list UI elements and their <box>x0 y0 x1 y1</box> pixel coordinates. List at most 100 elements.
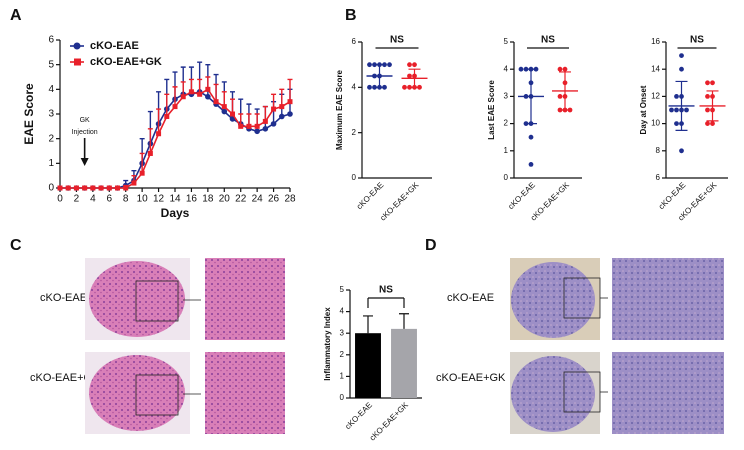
point <box>82 185 88 191</box>
sd-bar <box>525 68 537 125</box>
point <box>147 150 153 156</box>
point <box>562 66 568 72</box>
point <box>270 121 277 127</box>
point <box>674 107 679 113</box>
annotation: GK <box>80 117 90 124</box>
sd-bar <box>559 71 571 111</box>
y-tick-label: 2 <box>352 128 357 137</box>
point <box>705 121 710 126</box>
point <box>271 106 277 112</box>
y-tick-label: 10 <box>651 119 660 128</box>
panel-label: C <box>10 237 22 254</box>
point <box>387 62 392 68</box>
point <box>65 185 71 191</box>
error-bar <box>172 86 178 107</box>
point <box>367 62 372 68</box>
y-axis-label: Day at Onset <box>639 85 648 134</box>
point <box>262 126 269 132</box>
histology-image <box>612 352 724 434</box>
x-tick-label: 6 <box>107 194 113 205</box>
y-axis-label: EAE Score <box>22 83 36 145</box>
y-tick-label: 1 <box>48 158 54 169</box>
x-tick-label: 26 <box>268 194 280 205</box>
point <box>164 113 170 119</box>
x-tick-label: 14 <box>169 194 181 205</box>
point <box>221 108 228 115</box>
error-bar <box>279 88 285 107</box>
x-tick-label: 22 <box>235 194 247 205</box>
y-tick-label: 3 <box>504 92 509 101</box>
bar <box>355 333 381 398</box>
panel-label: B <box>345 7 357 24</box>
y-tick-label: 5 <box>48 59 54 70</box>
point <box>705 94 710 99</box>
point <box>705 107 710 113</box>
error-bar <box>213 83 219 102</box>
row-label: cKO-EAE+GK <box>436 372 506 384</box>
histology-images <box>85 258 724 434</box>
tissue <box>511 262 595 338</box>
point <box>139 170 145 176</box>
histology-image <box>205 352 285 434</box>
x-tick-label: 10 <box>137 194 149 205</box>
point <box>557 66 563 72</box>
point <box>278 113 285 120</box>
point <box>106 185 112 191</box>
point <box>287 111 293 117</box>
y-tick-label: 0 <box>504 173 509 182</box>
point <box>710 121 715 126</box>
y-tick-label: 5 <box>340 285 345 294</box>
y-tick-label: 12 <box>651 92 660 101</box>
x-axis-label: Days <box>161 206 190 220</box>
point <box>123 185 129 191</box>
legend-marker <box>73 42 81 50</box>
point <box>238 123 244 129</box>
error-bar <box>139 152 145 174</box>
sd-bar <box>706 90 719 122</box>
point <box>412 62 417 68</box>
ns-label: NS <box>690 35 704 46</box>
legend-marker <box>74 58 81 66</box>
point <box>528 134 534 140</box>
row-label: cKO-EAE <box>447 292 494 304</box>
inset-box <box>135 280 179 322</box>
point <box>679 148 684 154</box>
annotation-arrowhead <box>80 158 89 166</box>
x-tick-label: 2 <box>74 194 80 205</box>
panel-label: A <box>10 7 22 24</box>
point <box>287 99 293 105</box>
sd-bar <box>408 68 421 88</box>
tissue <box>89 261 185 337</box>
point <box>674 121 679 126</box>
y-tick-label: 6 <box>48 35 54 46</box>
x-tick-label: 18 <box>202 194 214 205</box>
x-tick-label: 24 <box>252 194 264 205</box>
y-tick-label: 3 <box>340 328 345 337</box>
point <box>172 104 178 110</box>
panel-label: D <box>425 237 437 254</box>
x-tick-label: 20 <box>219 194 231 205</box>
y-tick-label: 3 <box>48 109 54 120</box>
x-tick-label: 12 <box>153 194 165 205</box>
error-bar <box>164 93 170 117</box>
row-label: cKO-EAE+GK <box>30 372 100 384</box>
point <box>557 94 563 99</box>
y-tick-label: 6 <box>656 173 661 182</box>
point <box>279 104 285 110</box>
y-tick-label: 1 <box>340 372 345 381</box>
point <box>205 86 211 92</box>
point <box>254 123 260 129</box>
point <box>90 185 96 191</box>
point <box>669 107 674 113</box>
y-tick-label: 1 <box>504 146 509 155</box>
point <box>213 99 219 105</box>
point <box>402 84 407 90</box>
tissue <box>511 356 595 432</box>
point <box>188 89 194 95</box>
y-tick-label: 4 <box>48 84 54 95</box>
y-tick-label: 2 <box>48 133 54 144</box>
y-tick-label: 4 <box>340 307 345 316</box>
x-tick-label: 4 <box>90 194 96 205</box>
y-tick-label: 5 <box>504 37 509 46</box>
